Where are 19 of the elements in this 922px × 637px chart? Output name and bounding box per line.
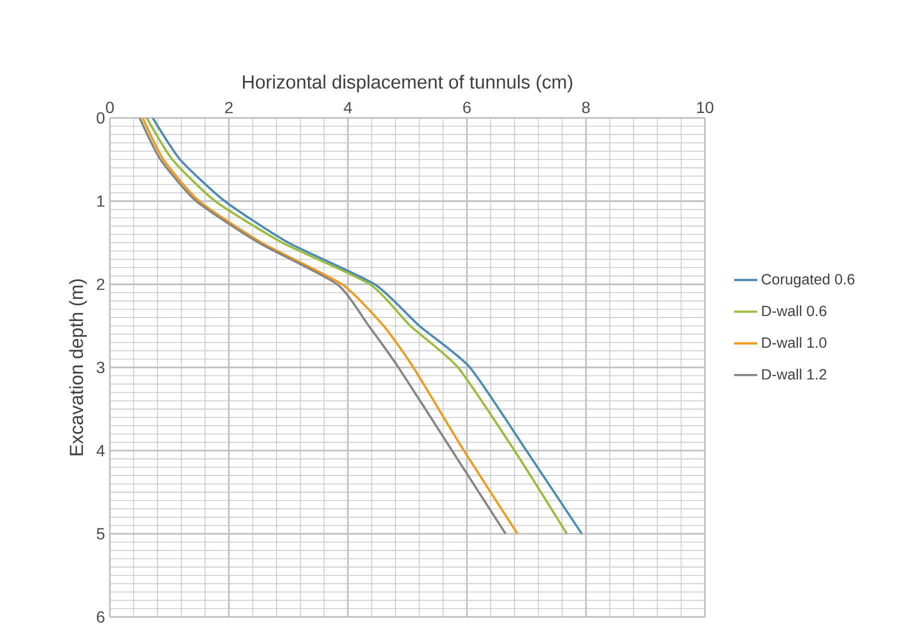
- y-tick-label: 2: [96, 278, 104, 290]
- y-tick-label: 4: [96, 445, 105, 456]
- x-tick-label: 0: [106, 102, 114, 114]
- y-tick-label: 3: [96, 362, 104, 374]
- legend-label: Corugated 0.6: [762, 274, 854, 288]
- y-tick-label: 0: [96, 112, 104, 124]
- x-tick-label: 2: [225, 102, 233, 114]
- x-tick-label: 6: [463, 102, 471, 114]
- x-tick-label: 4: [344, 102, 352, 114]
- y-tick-label: 6: [96, 611, 104, 623]
- legend-label: D-wall 1.0: [762, 337, 826, 348]
- y-axis-title: Excavation depth (m): [69, 279, 87, 456]
- x-tick-label: 10: [697, 102, 714, 114]
- legend-label: D-wall 0.6: [762, 305, 826, 316]
- y-tick-label: 5: [96, 528, 104, 540]
- x-tick-label: 8: [582, 102, 590, 114]
- x-axis-title: Horizontal displacement of tunnuls (cm): [242, 74, 572, 92]
- y-tick-label: 1: [97, 196, 104, 207]
- legend-label: D-wall 1.2: [762, 368, 826, 380]
